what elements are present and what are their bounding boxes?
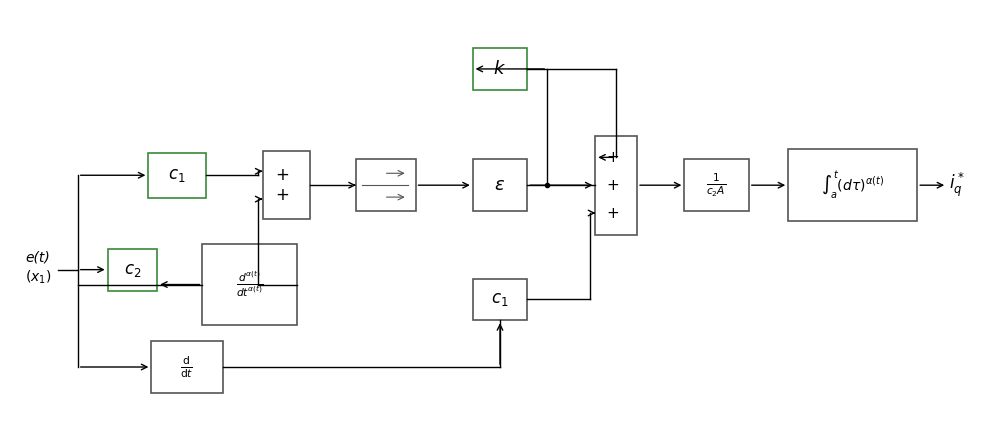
Text: $i_q^*$: $i_q^*$ bbox=[949, 171, 965, 199]
Text: $c_1$: $c_1$ bbox=[168, 166, 186, 184]
Text: +: + bbox=[275, 186, 289, 204]
Bar bbox=[684, 159, 749, 211]
Bar bbox=[473, 48, 527, 90]
Text: $\varepsilon$: $\varepsilon$ bbox=[494, 176, 506, 194]
Text: $(x_1)$: $(x_1)$ bbox=[25, 269, 51, 286]
Text: $c_1$: $c_1$ bbox=[491, 290, 509, 308]
Text: $\int_a^t (d\tau)^{\alpha(t)}$: $\int_a^t (d\tau)^{\alpha(t)}$ bbox=[821, 169, 884, 201]
Bar bbox=[473, 278, 527, 320]
Bar bbox=[263, 151, 310, 219]
Text: e(t): e(t) bbox=[25, 251, 50, 265]
Text: $\frac{1}{c_2 A}$: $\frac{1}{c_2 A}$ bbox=[706, 172, 727, 199]
Bar bbox=[356, 159, 416, 211]
Bar bbox=[788, 149, 917, 221]
Text: +: + bbox=[606, 150, 619, 165]
Bar bbox=[148, 153, 206, 198]
Bar bbox=[151, 341, 223, 393]
Text: $c_2$: $c_2$ bbox=[124, 261, 141, 279]
Bar bbox=[595, 136, 637, 235]
Text: +: + bbox=[606, 178, 619, 193]
Bar bbox=[202, 244, 297, 325]
Text: $\frac{d^{\alpha(t)}}{dt^{\alpha(t)}}$: $\frac{d^{\alpha(t)}}{dt^{\alpha(t)}}$ bbox=[236, 270, 264, 299]
Bar bbox=[108, 249, 157, 290]
Text: $\frac{\mathrm{d}}{\mathrm{d}t}$: $\frac{\mathrm{d}}{\mathrm{d}t}$ bbox=[180, 354, 194, 380]
Text: +: + bbox=[275, 166, 289, 184]
Bar bbox=[473, 159, 527, 211]
Text: +: + bbox=[606, 205, 619, 221]
Text: $k$: $k$ bbox=[493, 60, 507, 78]
